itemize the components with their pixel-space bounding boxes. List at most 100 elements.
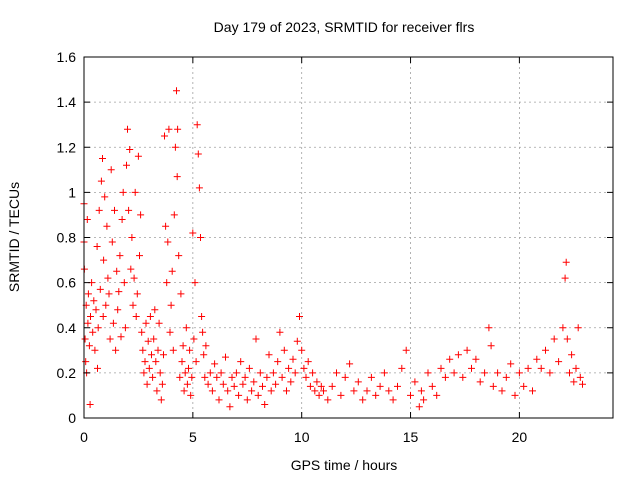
data-point	[420, 396, 428, 404]
axis-ticks	[83, 56, 613, 419]
data-point	[561, 274, 569, 282]
data-point	[177, 290, 185, 298]
data-point	[181, 369, 189, 377]
data-point	[120, 279, 128, 287]
data-point	[359, 396, 367, 404]
data-point	[81, 335, 89, 343]
data-point	[337, 391, 345, 399]
data-point	[291, 369, 299, 377]
data-point	[274, 358, 282, 366]
data-point	[267, 387, 275, 395]
data-point	[265, 351, 273, 359]
data-point	[542, 346, 549, 354]
data-point	[197, 234, 204, 241]
data-point	[520, 382, 528, 390]
data-point	[164, 238, 172, 246]
data-point	[134, 152, 142, 160]
data-point	[278, 373, 286, 381]
data-point	[261, 401, 269, 408]
data-point	[239, 380, 247, 388]
data-point	[570, 378, 578, 386]
data-point	[226, 403, 234, 411]
data-point	[156, 369, 164, 377]
data-point	[182, 324, 190, 332]
data-point	[219, 380, 227, 388]
y-tick-label: 1.6	[57, 49, 77, 65]
x-axis-label: GPS time / hours	[291, 457, 398, 473]
data-point	[341, 373, 349, 381]
data-point	[224, 387, 232, 395]
y-tick-label: 1	[68, 184, 76, 200]
data-point	[157, 396, 165, 404]
data-point	[476, 378, 484, 386]
data-point	[263, 373, 271, 381]
data-point	[228, 373, 236, 381]
data-point	[269, 369, 277, 377]
data-point	[424, 369, 432, 377]
data-point	[533, 355, 541, 363]
data-point	[162, 222, 170, 230]
data-point	[191, 279, 199, 287]
data-point	[168, 267, 176, 275]
x-tick-label: 0	[80, 429, 88, 445]
data-point	[139, 346, 147, 354]
data-point	[200, 351, 208, 359]
data-point	[136, 252, 143, 260]
y-axis-label: SRMTID / TECUs	[6, 182, 22, 292]
data-point	[113, 267, 121, 275]
data-point	[107, 166, 115, 174]
data-point	[204, 380, 212, 388]
data-point	[394, 382, 401, 390]
data-point	[472, 355, 480, 363]
data-point	[283, 387, 290, 395]
data-point	[376, 382, 384, 390]
data-point	[407, 391, 414, 399]
data-point	[90, 297, 98, 305]
data-point	[241, 373, 249, 381]
data-point	[108, 238, 116, 246]
data-point	[446, 355, 454, 363]
data-point	[300, 364, 308, 372]
data-point	[259, 382, 266, 390]
data-point	[150, 335, 158, 343]
x-tick-label: 20	[512, 429, 528, 445]
data-point	[494, 369, 502, 377]
data-point	[104, 274, 112, 282]
data-point	[248, 387, 256, 395]
y-tick-label: 1.4	[57, 94, 77, 110]
data-point	[192, 358, 200, 366]
data-point	[333, 369, 340, 377]
data-point	[529, 387, 536, 395]
data-point	[170, 211, 178, 219]
data-point	[245, 364, 253, 372]
data-point	[280, 346, 288, 354]
data-point	[328, 382, 336, 390]
data-point	[289, 355, 297, 363]
data-point	[106, 335, 114, 343]
data-point	[118, 216, 126, 223]
data-point	[213, 373, 221, 381]
data-point	[515, 369, 523, 377]
data-point	[320, 387, 327, 395]
data-point	[99, 155, 106, 162]
data-point	[230, 382, 238, 390]
data-point	[454, 351, 462, 359]
data-point	[128, 234, 136, 241]
data-point	[380, 369, 388, 377]
data-point	[232, 369, 240, 377]
data-point	[129, 301, 137, 309]
data-point	[103, 222, 111, 230]
data-point	[389, 396, 397, 404]
data-point	[145, 364, 153, 372]
data-point	[96, 285, 104, 293]
data-point	[151, 306, 159, 314]
x-tick-label: 5	[189, 429, 197, 445]
data-point	[146, 313, 154, 320]
data-point	[256, 369, 264, 377]
data-point	[324, 396, 332, 404]
data-point	[173, 87, 180, 95]
data-point	[199, 328, 207, 336]
data-point	[111, 206, 118, 214]
data-point	[411, 378, 419, 386]
data-point	[198, 313, 206, 320]
